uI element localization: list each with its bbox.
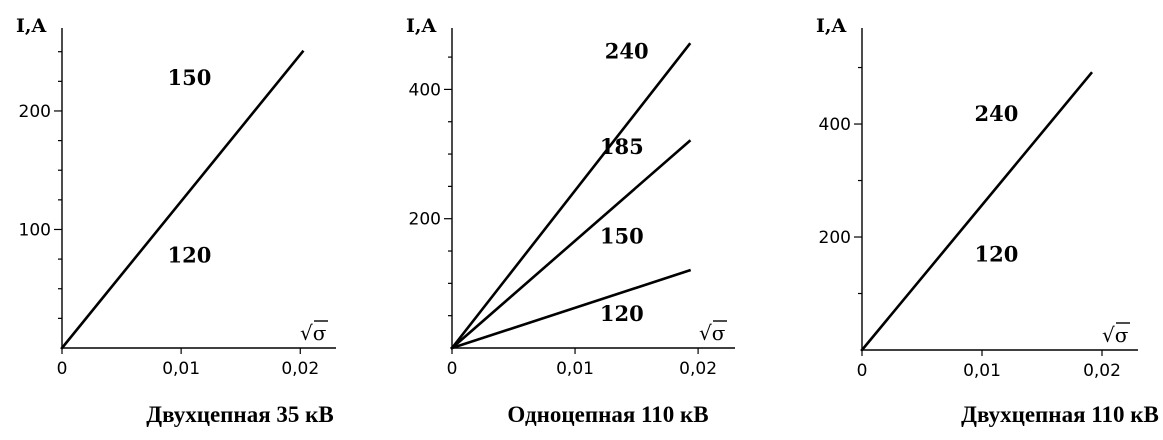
series-line-1 [60,49,305,350]
y-axis-title: I,A [16,15,47,37]
x-tick-label: 0,02 [679,359,717,379]
section-label: 150 [168,65,212,90]
section-label: 185 [600,134,644,159]
series-line-3 [450,268,692,350]
y-axis-title: I,A [816,15,847,37]
x-tick-label: 0,02 [281,359,319,379]
x-tick-label: 0 [447,359,458,379]
section-label: 240 [974,101,1018,126]
x-tick-label: 0 [57,359,68,379]
chart-panel-3: 200 400 0 0,01 0,02 I,A √σ 240 120 Двухцепная 110… [816,15,1159,427]
x-tick-label: 0,01 [162,359,200,379]
x-axis-title: √σ [699,321,726,345]
series-line-1 [450,42,692,350]
section-label: 150 [600,223,644,248]
y-tick-label: 400 [409,80,441,100]
y-tick-label: 200 [409,210,441,230]
x-axis-title: √σ [300,321,327,345]
y-tick-label: 200 [19,102,51,122]
y-tick-label: 100 [19,220,51,240]
section-label: 240 [605,38,649,63]
chart-caption: Одноцепная 110 кВ [507,402,708,427]
y-tick-label: 400 [819,115,851,135]
x-axis-title: √σ [1102,323,1129,347]
series-line-1 [860,71,1094,352]
section-label: 120 [600,301,644,326]
x-tick-label: 0,01 [963,361,1001,381]
chart-caption: Двухцепная 110 кВ [961,402,1159,427]
x-tick-label: 0,01 [556,359,594,379]
series-line-2 [450,139,692,350]
section-label: 120 [168,243,212,268]
chart-caption: Двухцепная 35 кВ [146,402,333,427]
x-tick-label: 0 [857,361,868,381]
chart-panel-2: 200 400 0 0,01 0,02 I,A √σ 240 185 150 120 Одноцепн… [406,15,735,427]
y-tick-label: 200 [819,228,851,248]
section-label: 120 [974,241,1018,266]
y-axis-title: I,A [406,15,437,37]
chart-panel-1: 100 200 0 0,01 0,02 I,A √σ 150 120 Двухцепная 35 … [16,15,336,427]
x-tick-label: 0,02 [1083,361,1121,381]
